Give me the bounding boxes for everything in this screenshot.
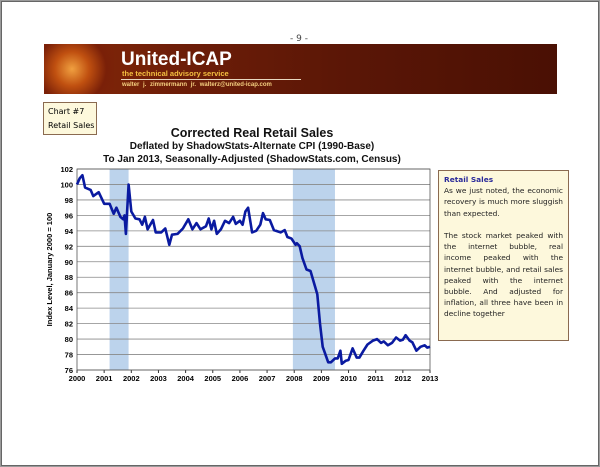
x-tick-label: 2011 bbox=[368, 374, 384, 383]
brand-name: United-ICAP bbox=[121, 49, 232, 70]
divider bbox=[121, 79, 301, 80]
x-tick-label: 2004 bbox=[177, 374, 195, 383]
commentary-paragraph-2: The stock market peaked with the interne… bbox=[444, 231, 563, 319]
y-tick-label: 88 bbox=[65, 273, 73, 282]
plot-border bbox=[76, 168, 431, 371]
plot-area bbox=[77, 169, 430, 370]
x-tick-label: 2009 bbox=[313, 374, 330, 383]
y-tick-label: 98 bbox=[65, 196, 73, 205]
y-tick-label: 80 bbox=[65, 335, 73, 344]
contact-line: walter j. zimmermann jr. walterz@united-… bbox=[122, 82, 272, 88]
chart-number: Chart #7 bbox=[48, 107, 85, 116]
x-tick-label: 2005 bbox=[204, 374, 221, 383]
tagline: the technical advisory service bbox=[122, 69, 229, 78]
y-axis-label: Index Level, January 2000 = 100 bbox=[45, 213, 54, 327]
y-tick-label: 94 bbox=[65, 227, 74, 236]
y-tick-label: 78 bbox=[65, 351, 73, 360]
chart-title: Corrected Real Retail Sales bbox=[170, 126, 334, 140]
y-tick-label: 92 bbox=[65, 242, 73, 251]
y-tick-label: 86 bbox=[65, 289, 73, 298]
commentary-title: Retail Sales bbox=[444, 175, 494, 184]
commentary-paragraph-1: As we just noted, the economic recovery … bbox=[444, 186, 563, 218]
y-tick-label: 84 bbox=[65, 304, 74, 313]
x-tick-label: 2002 bbox=[123, 374, 140, 383]
y-tick-label: 96 bbox=[65, 211, 73, 220]
x-tick-label: 2008 bbox=[286, 374, 303, 383]
chart-label-box: Chart #7 Retail Sales bbox=[43, 102, 97, 135]
retail-sales-line bbox=[75, 173, 431, 366]
x-tick-label: 2013 bbox=[422, 374, 439, 383]
header-banner: United-ICAP the technical advisory servi… bbox=[44, 44, 557, 94]
chart-topic: Retail Sales bbox=[48, 121, 95, 130]
chart-subtitle-1: Deflated by ShadowStats-Alternate CPI (1… bbox=[129, 141, 375, 152]
commentary-box: Retail Sales As we just noted, the econo… bbox=[438, 170, 569, 341]
page-number: - 9 - bbox=[290, 34, 308, 44]
y-tick-label: 100 bbox=[60, 180, 73, 189]
x-tick-label: 2001 bbox=[96, 374, 113, 383]
y-tick-label: 76 bbox=[65, 366, 73, 375]
chart-subtitle-2: To Jan 2013, Seasonally-Adjusted (Shadow… bbox=[103, 154, 401, 165]
x-tick-label: 2007 bbox=[259, 374, 276, 383]
x-tick-label: 2003 bbox=[150, 374, 167, 383]
y-tick-label: 102 bbox=[60, 165, 73, 174]
recession-band bbox=[109, 169, 129, 370]
recession-band bbox=[292, 169, 335, 370]
swirl-logo-icon bbox=[44, 44, 114, 94]
x-tick-label: 2006 bbox=[232, 374, 249, 383]
x-tick-label: 2000 bbox=[69, 374, 86, 383]
y-tick-label: 90 bbox=[65, 258, 73, 267]
x-tick-label: 2012 bbox=[395, 374, 412, 383]
x-tick-label: 2010 bbox=[340, 374, 357, 383]
y-tick-label: 82 bbox=[65, 320, 73, 329]
